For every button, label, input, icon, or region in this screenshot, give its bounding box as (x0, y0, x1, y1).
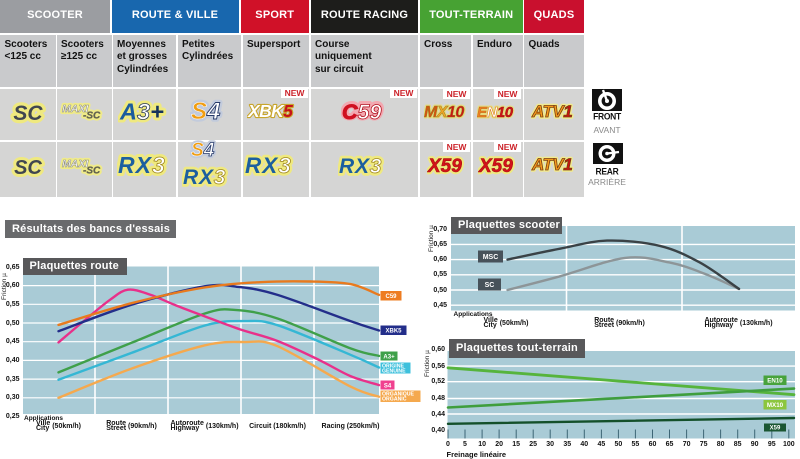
svg-text:MSC: MSC (483, 254, 499, 261)
svg-text:XBK5: XBK5 (247, 101, 293, 121)
svg-text:SC: SC (13, 102, 43, 125)
svg-text:-SC: -SC (83, 111, 101, 122)
svg-text:XBK5: XBK5 (385, 329, 402, 335)
svg-text:MAXI: MAXI (62, 103, 89, 115)
svg-text:S4: S4 (384, 383, 392, 389)
svg-text:ATV1: ATV1 (531, 155, 572, 174)
svg-text:C59: C59 (342, 100, 381, 124)
svg-text:S4: S4 (191, 140, 215, 161)
svg-text:SC: SC (14, 157, 42, 179)
svg-text:X59: X59 (427, 156, 462, 177)
svg-text:A3+: A3+ (119, 99, 164, 125)
svg-text:EN10: EN10 (477, 104, 514, 121)
svg-text:RX3: RX3 (118, 152, 166, 178)
svg-text:ATV1: ATV1 (531, 102, 572, 121)
svg-text:ORGANIQUE: ORGANIQUE (382, 392, 415, 398)
svg-text:SC: SC (485, 282, 495, 289)
svg-text:C59: C59 (342, 99, 381, 123)
svg-text:EN10: EN10 (477, 104, 514, 121)
svg-text:S4: S4 (191, 98, 220, 125)
svg-text:X59: X59 (427, 156, 462, 177)
svg-text:MAXI: MAXI (62, 158, 89, 170)
svg-text:X59: X59 (770, 426, 781, 432)
svg-text:X59: X59 (478, 156, 513, 177)
svg-text:-SC: -SC (83, 166, 101, 177)
svg-text:XBK5: XBK5 (247, 101, 293, 121)
svg-text:GENUINE: GENUINE (382, 369, 406, 375)
svg-text:ATV1: ATV1 (531, 155, 572, 174)
svg-text:A3+: A3+ (119, 99, 164, 125)
svg-text:X59: X59 (478, 156, 513, 177)
svg-text:MX10: MX10 (767, 402, 784, 409)
svg-text:MAXI: MAXI (62, 158, 89, 170)
svg-text:S4: S4 (191, 140, 215, 161)
svg-text:RX3: RX3 (339, 155, 382, 178)
svg-text:RX3: RX3 (245, 153, 292, 178)
svg-text:SC: SC (14, 157, 42, 179)
svg-text:RX3: RX3 (183, 166, 226, 189)
svg-text:C59: C59 (385, 294, 397, 300)
svg-text:RX3: RX3 (245, 153, 292, 178)
svg-text:S4: S4 (191, 98, 220, 125)
svg-text:SC: SC (13, 102, 43, 125)
svg-text:ORGANIC: ORGANIC (382, 397, 407, 403)
svg-text:MAXI: MAXI (62, 103, 89, 115)
svg-text:RX3: RX3 (339, 155, 382, 178)
svg-text:MX10: MX10 (424, 104, 464, 121)
svg-text:MX10: MX10 (424, 104, 464, 121)
svg-text:RX3: RX3 (183, 166, 226, 189)
svg-text:ORIGINE: ORIGINE (382, 363, 404, 369)
svg-text:A3+: A3+ (383, 354, 395, 360)
svg-text:RX3: RX3 (118, 152, 166, 178)
svg-text:-SC: -SC (83, 111, 101, 122)
svg-text:EN10: EN10 (767, 378, 783, 385)
svg-text:ATV1: ATV1 (531, 102, 572, 121)
svg-text:-SC: -SC (83, 166, 101, 177)
